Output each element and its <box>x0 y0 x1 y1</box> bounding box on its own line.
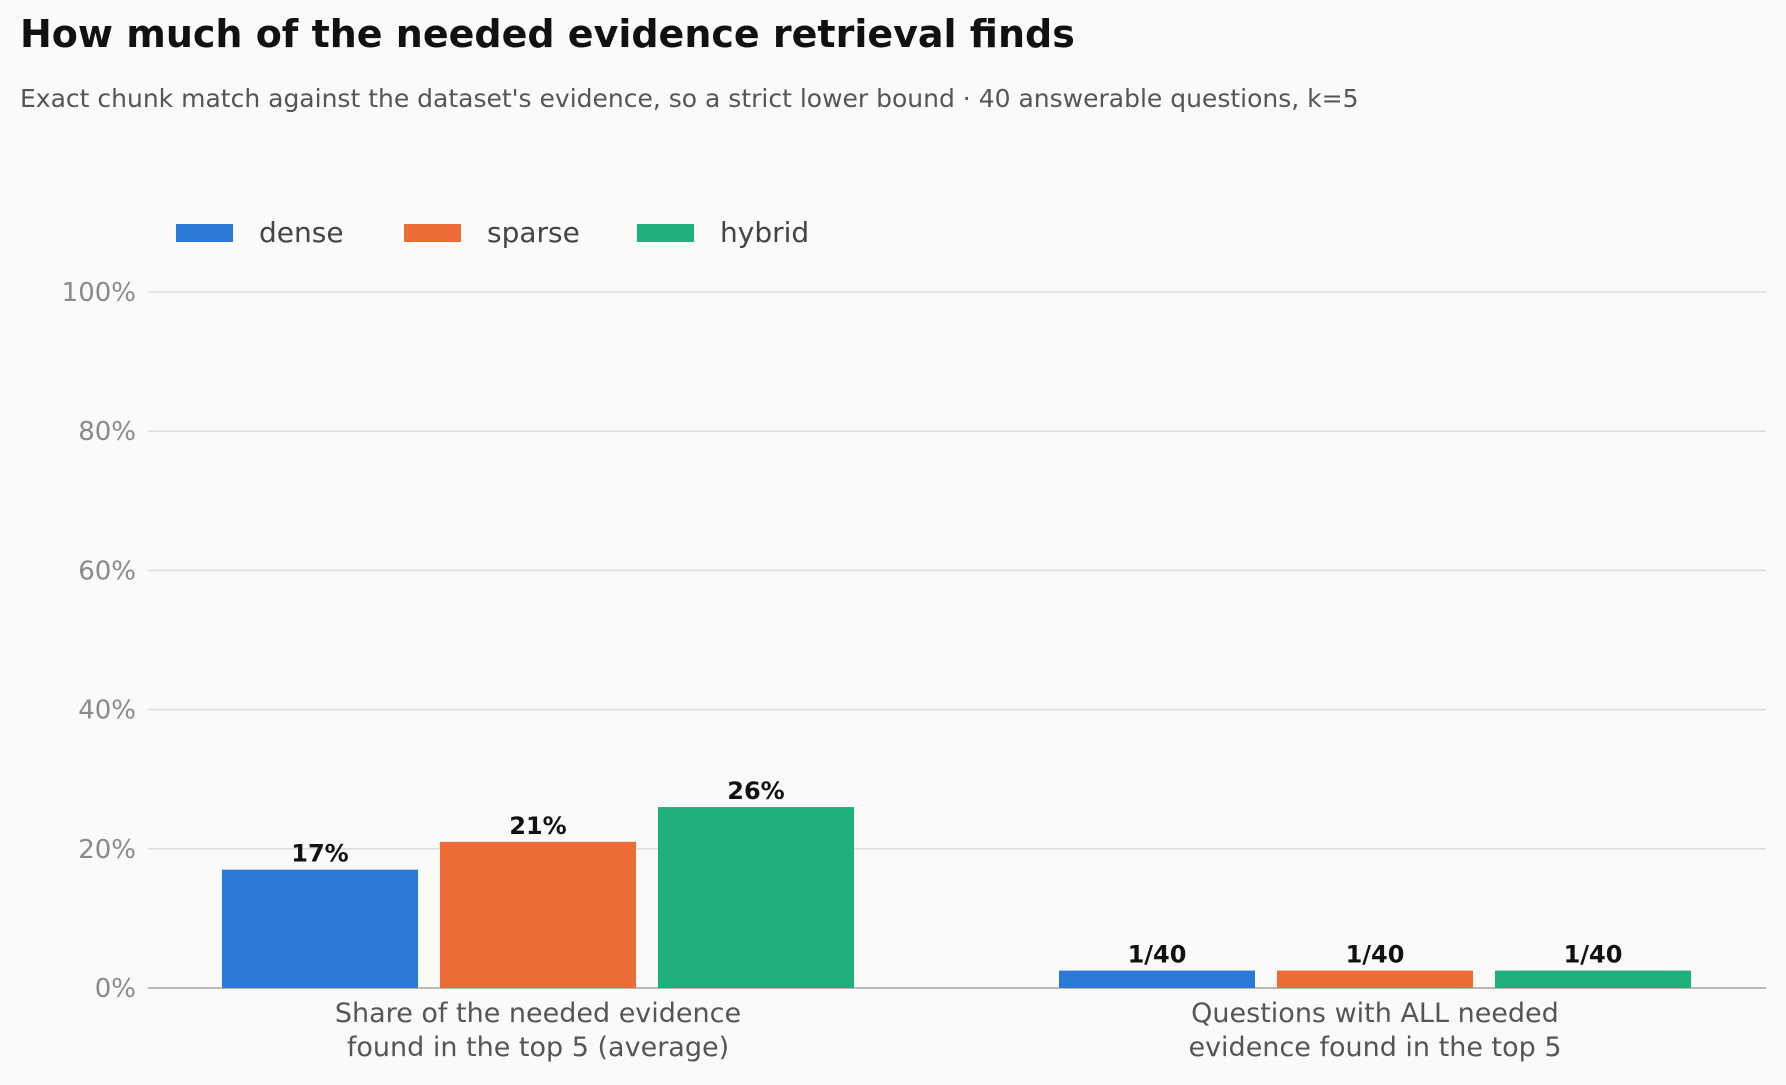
data-label-dense: 17% <box>291 840 348 868</box>
y-tick-label: 40% <box>78 696 136 726</box>
legend-swatch-hybrid <box>637 224 694 242</box>
chart-title: How much of the needed evidence retrieva… <box>20 12 1075 56</box>
category-label: Share of the needed evidence <box>335 998 741 1029</box>
y-tick-label: 80% <box>78 417 136 447</box>
bar-sparse <box>1277 970 1473 988</box>
y-tick-label: 0% <box>95 974 136 1004</box>
bar-sparse <box>440 841 636 988</box>
category-label: evidence found in the top 5 <box>1188 1032 1561 1063</box>
y-tick-label: 60% <box>78 556 136 586</box>
data-label-hybrid: 1/40 <box>1564 941 1623 969</box>
bar-dense <box>222 869 418 988</box>
category-label: found in the top 5 (average) <box>347 1032 729 1063</box>
data-label-sparse: 1/40 <box>1346 941 1405 969</box>
bar-dense <box>1059 970 1255 988</box>
legend-label-hybrid: hybrid <box>720 216 809 249</box>
y-tick-label: 100% <box>62 278 136 308</box>
legend-swatch-dense <box>176 224 233 242</box>
legend-label-dense: dense <box>259 216 344 249</box>
data-label-dense: 1/40 <box>1128 941 1187 969</box>
legend-label-sparse: sparse <box>487 216 580 249</box>
bar-hybrid <box>1495 970 1691 988</box>
chart-subtitle: Exact chunk match against the dataset's … <box>20 84 1359 113</box>
legend-swatch-sparse <box>404 224 461 242</box>
y-tick-label: 20% <box>78 835 136 865</box>
data-label-hybrid: 26% <box>727 777 784 805</box>
bar-hybrid <box>658 807 854 988</box>
category-label: Questions with ALL needed <box>1191 998 1559 1029</box>
data-label-sparse: 21% <box>509 812 566 840</box>
